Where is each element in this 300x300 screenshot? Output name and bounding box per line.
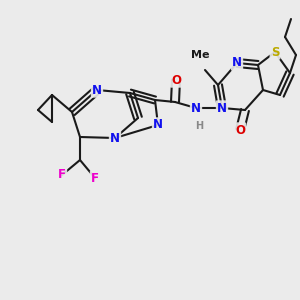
- Text: N: N: [232, 56, 242, 70]
- Text: N: N: [92, 83, 102, 97]
- Text: N: N: [191, 101, 201, 115]
- Text: F: F: [58, 169, 66, 182]
- Text: S: S: [271, 46, 279, 59]
- Text: N: N: [153, 118, 163, 131]
- Text: F: F: [91, 172, 99, 184]
- Text: O: O: [171, 74, 181, 86]
- Text: H: H: [195, 121, 203, 131]
- Text: N: N: [110, 131, 120, 145]
- Text: Me: Me: [191, 50, 209, 60]
- Text: O: O: [235, 124, 245, 136]
- Text: N: N: [217, 101, 227, 115]
